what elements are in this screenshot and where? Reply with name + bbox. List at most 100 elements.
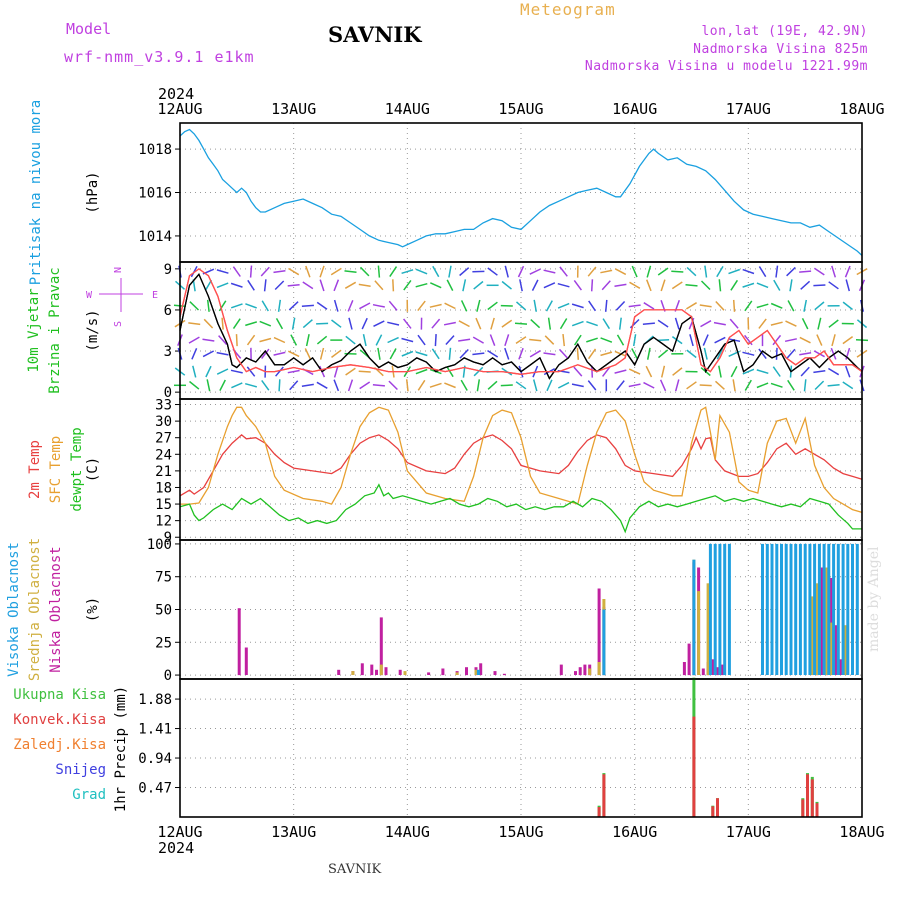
wind-arrow <box>301 383 314 387</box>
wind-arrow <box>587 348 597 360</box>
wind-arrow <box>813 267 825 276</box>
wind-arrow <box>259 320 272 327</box>
wind-arrow <box>358 283 371 287</box>
wind-arrow <box>529 338 542 342</box>
wind-arrow <box>614 283 627 287</box>
wind-arrow <box>671 335 683 345</box>
y-tick-label: 25 <box>155 635 172 651</box>
unit-label: (hPa) <box>85 171 101 213</box>
wind-arrow <box>729 318 739 329</box>
wind-arrow <box>401 269 414 275</box>
time-tick-label-top: 14AUG <box>385 100 430 118</box>
wind-arrow <box>842 381 854 390</box>
bar-cloud_low <box>479 663 483 676</box>
panel-clouds: 0 25 50 75 100 (%) Visoka Oblacnost Srednja Obl… <box>6 537 863 684</box>
bar-cloud_low <box>711 659 715 675</box>
bar-cloud_high <box>846 543 850 675</box>
wind-arrow <box>344 281 357 289</box>
wind-arrow <box>261 300 269 312</box>
wind-arrow <box>245 382 257 388</box>
wind-arrow <box>514 322 528 325</box>
wind-arrow <box>660 365 666 378</box>
wind-arrow <box>431 318 441 329</box>
bar-cloud_mid <box>379 664 383 676</box>
wind-arrow <box>415 368 428 375</box>
wind-arrow <box>302 281 314 290</box>
wind-arrow <box>742 351 755 356</box>
wind-arrow <box>501 319 513 328</box>
wind-arrow <box>702 334 709 346</box>
wind-arrow <box>713 321 726 326</box>
wind-arrow <box>657 267 669 276</box>
time-tick-label-bottom: 16AUG <box>612 823 657 841</box>
wind-arrow <box>319 347 325 360</box>
wind-arrow <box>216 368 229 375</box>
time-tick-label-top: 15AUG <box>498 100 543 118</box>
bar-cloud_mid <box>588 668 592 676</box>
wind-arrow <box>389 348 397 360</box>
wind-arrow <box>813 370 826 374</box>
y-tick-label: 1.41 <box>138 722 172 738</box>
wind-arrow <box>686 349 697 359</box>
wind-arrow <box>674 317 680 330</box>
wind-arrow <box>799 351 812 356</box>
wind-arrow <box>192 365 197 378</box>
wind-arrow <box>188 322 201 326</box>
chart-title: Meteogram <box>520 0 616 19</box>
wind-arrow <box>273 336 286 344</box>
wind-arrow <box>287 350 300 358</box>
bar-cloud_high <box>775 543 779 675</box>
footer-station: SAVNIK <box>328 862 382 877</box>
wind-arrow <box>744 379 752 391</box>
bar-cloud_mid <box>815 583 819 676</box>
bar-cloud_low <box>502 673 506 676</box>
bar-cloud_low <box>337 669 341 675</box>
wind-arrow <box>732 379 736 392</box>
axis-label: 1hr Precip (mm) <box>113 686 129 812</box>
wind-arrow <box>799 336 811 344</box>
wind-arrow <box>359 266 370 277</box>
series-line-sfc_temp <box>180 406 863 514</box>
wind-arrow <box>319 265 325 278</box>
wind-arrow <box>657 319 669 328</box>
bar-cloud_low <box>441 668 445 676</box>
precip-legend-item: Grad <box>72 787 106 803</box>
wind-arrow <box>631 265 638 278</box>
bar-cloud_high <box>713 543 717 675</box>
wind-arrow <box>591 365 594 378</box>
wind-arrow <box>571 303 584 309</box>
wind-arrow <box>232 318 241 330</box>
wind-arrow <box>375 334 383 346</box>
bar-cloud_mid <box>697 591 701 675</box>
wind-arrow <box>235 334 238 347</box>
wind-arrow <box>744 334 753 346</box>
bar-precip_conv <box>711 806 715 817</box>
wind-arrow <box>559 266 568 277</box>
wind-arrow <box>632 334 637 347</box>
wind-arrow <box>403 318 412 329</box>
y-tick-label: 30 <box>155 414 172 430</box>
bar-cloud_high <box>770 543 774 675</box>
wind-arrow <box>559 318 568 330</box>
wind-arrow <box>689 334 694 347</box>
wind-arrow <box>587 266 597 277</box>
model-run: wrf-nmm_v3.9.1 e1km <box>64 48 255 66</box>
wind-arrow <box>372 303 385 308</box>
wind-arrow <box>718 279 722 292</box>
model-elevation-label: Nadmorska Visina u modelu 1221.99m <box>584 59 868 74</box>
wind-arrow <box>230 369 243 374</box>
series-line-wind_gust-top <box>179 268 863 375</box>
wind-arrow <box>545 300 553 312</box>
axis-label: SFC Temp <box>48 436 64 503</box>
bar-cloud_low <box>834 625 838 675</box>
wind-arrow <box>772 334 782 346</box>
wind-arrow <box>730 365 738 378</box>
wind-arrow <box>487 301 498 311</box>
wind-arrow <box>301 304 314 308</box>
wind-arrow <box>516 301 526 311</box>
bar-cloud_high <box>832 543 836 675</box>
wind-arrow <box>827 383 840 387</box>
bar-cloud_high <box>798 543 802 675</box>
wind-arrow <box>277 299 282 312</box>
